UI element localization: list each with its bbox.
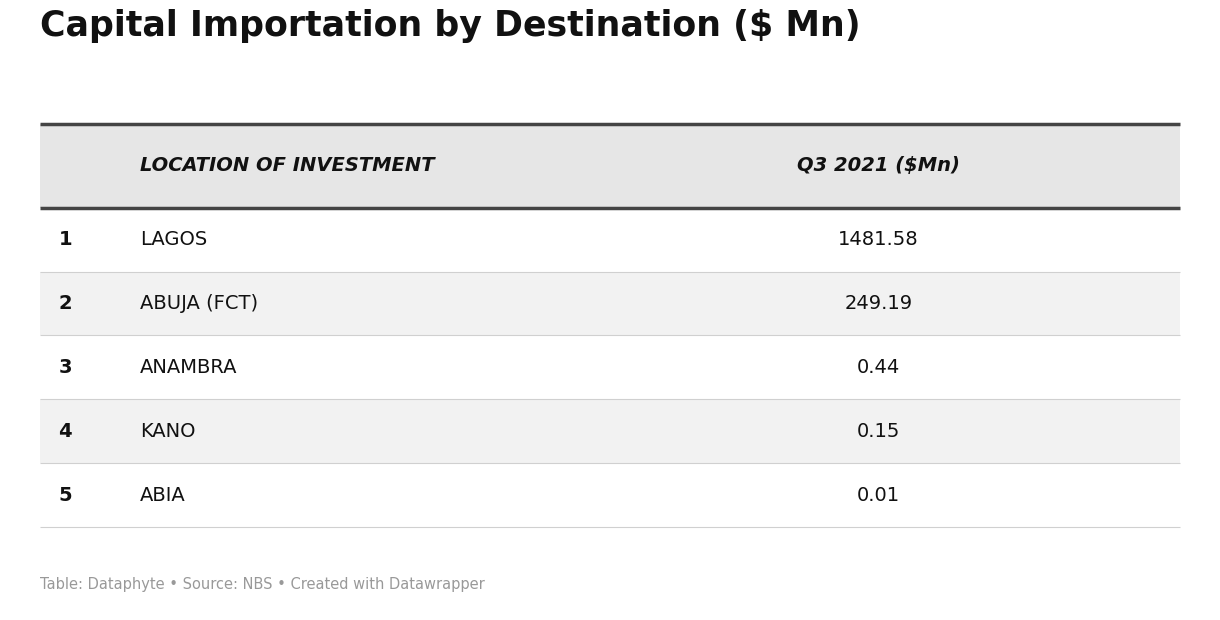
Bar: [40, 335, 1180, 399]
Text: ABUJA (FCT): ABUJA (FCT): [140, 294, 259, 313]
Text: 1: 1: [59, 230, 72, 249]
Text: 1481.58: 1481.58: [838, 230, 919, 249]
Text: LAGOS: LAGOS: [140, 230, 207, 249]
Text: 0.15: 0.15: [856, 422, 900, 441]
Bar: [40, 399, 1180, 463]
Bar: [40, 124, 1180, 208]
Text: LOCATION OF INVESTMENT: LOCATION OF INVESTMENT: [140, 156, 434, 175]
Text: Table: Dataphyte • Source: NBS • Created with Datawrapper: Table: Dataphyte • Source: NBS • Created…: [40, 577, 486, 592]
Text: 5: 5: [59, 485, 72, 505]
Text: Q3 2021 ($Mn): Q3 2021 ($Mn): [797, 156, 960, 175]
Text: 0.01: 0.01: [856, 485, 900, 505]
Text: ABIA: ABIA: [140, 485, 185, 505]
Text: 0.44: 0.44: [856, 358, 900, 377]
Text: 249.19: 249.19: [844, 294, 913, 313]
Text: 4: 4: [59, 422, 72, 441]
Text: Capital Importation by Destination ($ Mn): Capital Importation by Destination ($ Mn…: [40, 9, 861, 43]
Bar: [40, 208, 1180, 272]
Text: KANO: KANO: [140, 422, 195, 441]
Text: 3: 3: [59, 358, 72, 377]
Text: 2: 2: [59, 294, 72, 313]
Bar: [40, 272, 1180, 335]
Bar: [40, 463, 1180, 527]
Text: ANAMBRA: ANAMBRA: [140, 358, 238, 377]
